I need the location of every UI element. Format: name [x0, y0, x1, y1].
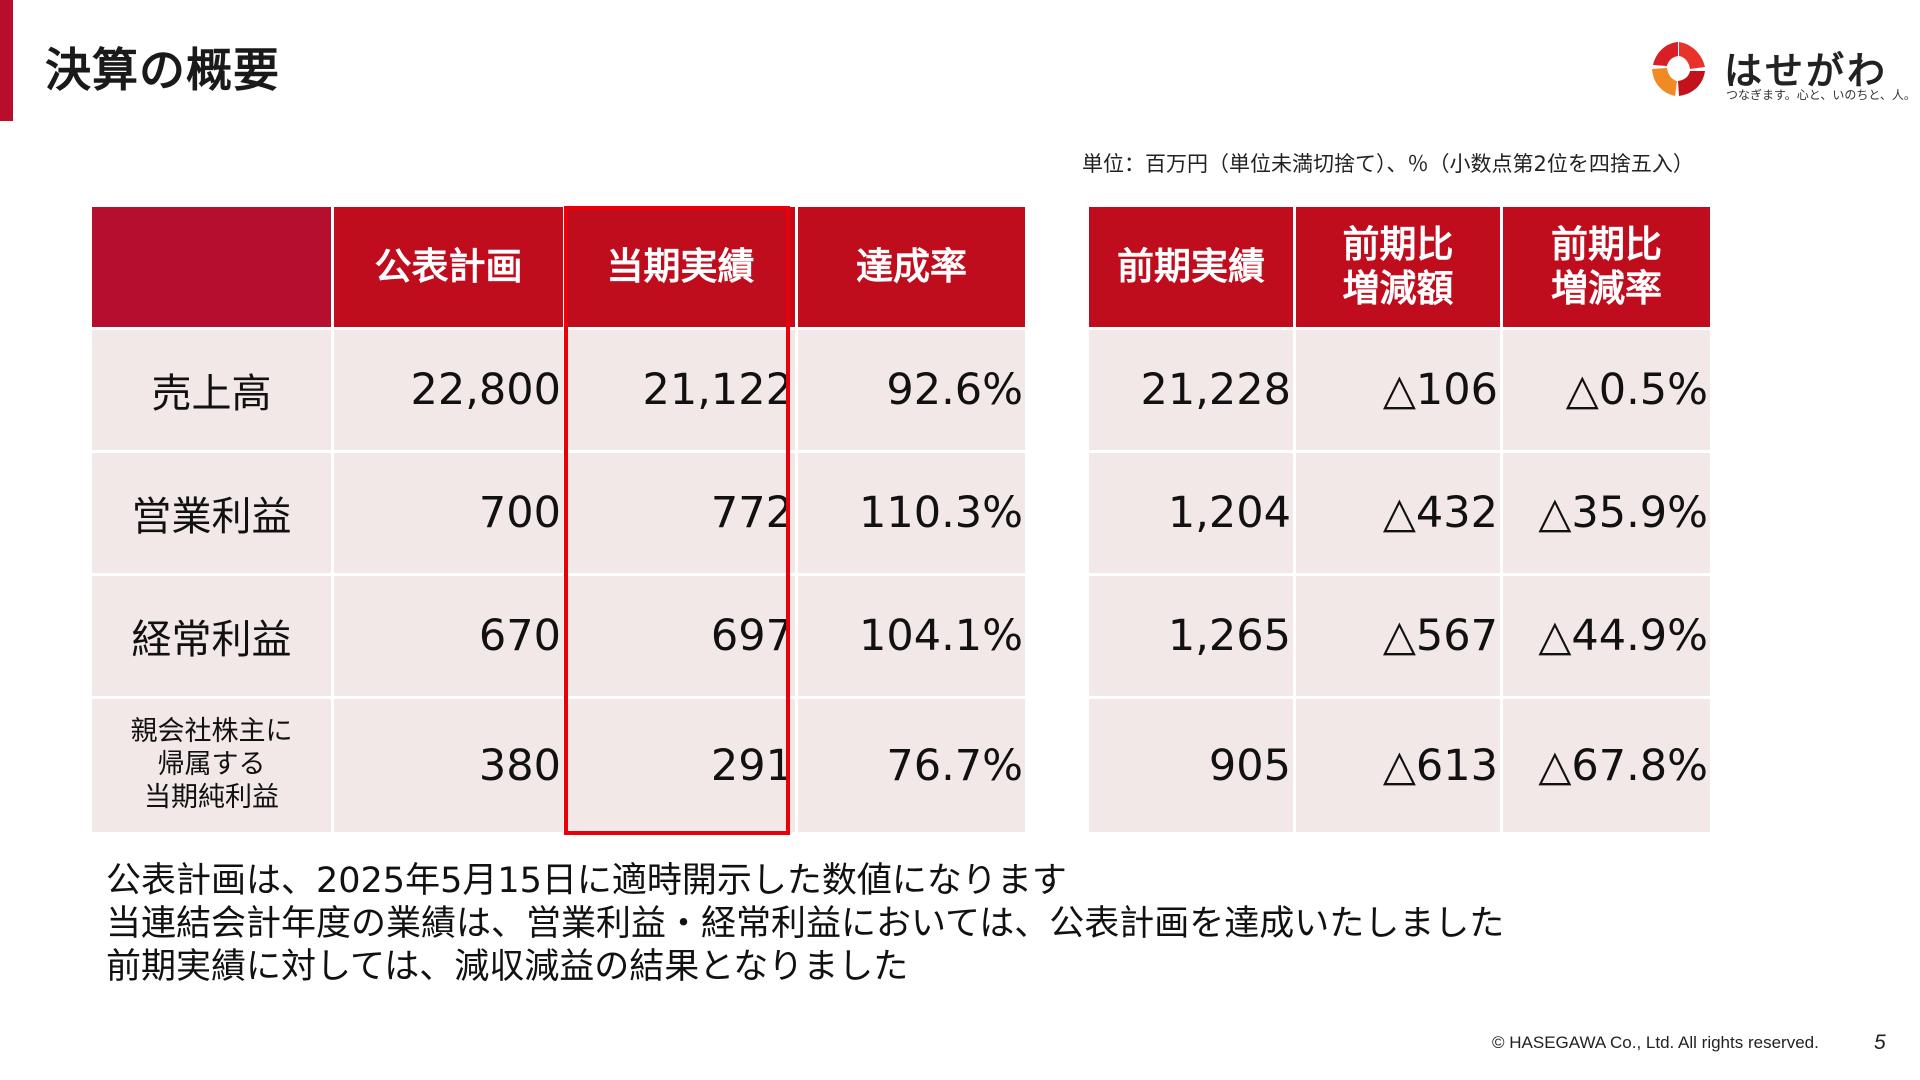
company-logo: はせがわ つなぎます。心と、いのちと、人。: [1648, 38, 1916, 108]
results-table: 公表計画 当期実績 達成率 売上高 22,800 21,122 92.6% 営業…: [92, 207, 1025, 835]
diff-rate-value: △67.8%: [1503, 699, 1710, 835]
header-prev-actual: 前期実績: [1089, 207, 1296, 330]
table-row: 1,204 △432 △35.9%: [1089, 453, 1710, 576]
copyright: © HASEGAWA Co., Ltd. All rights reserved…: [1492, 1033, 1819, 1052]
page-number: 5: [1874, 1031, 1886, 1054]
table-row: 1,265 △567 △44.9%: [1089, 576, 1710, 699]
diff-rate-value: △0.5%: [1503, 330, 1710, 453]
plan-value: 670: [334, 576, 566, 699]
header-diff-rate: 前期比 増減率: [1503, 207, 1710, 330]
header-line: 前期比: [1342, 223, 1454, 267]
comparison-table: 前期実績 前期比 増減額 前期比 増減率 21,228 △106 △0.5% 1…: [1089, 207, 1710, 835]
rate-value: 104.1%: [798, 576, 1025, 699]
actual-value: 21,122: [566, 330, 798, 453]
table-row: 営業利益 700 772 110.3%: [92, 453, 1025, 576]
rate-value: 76.7%: [798, 699, 1025, 835]
actual-value: 291: [566, 699, 798, 835]
row-label-line: 帰属する: [157, 749, 266, 781]
table-header-row: 前期実績 前期比 増減額 前期比 増減率: [1089, 207, 1710, 330]
plan-value: 22,800: [334, 330, 566, 453]
unit-note: 単位：百万円（単位未満切捨て）、％（小数点第2位を四捨五入）: [1082, 152, 1694, 176]
diff-value: △613: [1296, 699, 1503, 835]
note-line: 前期実績に対しては、減収減益の結果となりました: [106, 947, 909, 988]
actual-value: 697: [566, 576, 798, 699]
table-row: 売上高 22,800 21,122 92.6%: [92, 330, 1025, 453]
page-title: 決算の概要: [45, 43, 280, 97]
header-blank-cell: [92, 207, 334, 330]
diff-value: △106: [1296, 330, 1503, 453]
title-accent-bar: [0, 0, 13, 121]
row-label: 親会社株主に 帰属する 当期純利益: [92, 699, 334, 835]
row-label: 営業利益: [92, 453, 334, 576]
diff-rate-value: △44.9%: [1503, 576, 1710, 699]
header-line: 増減額: [1342, 267, 1454, 310]
note-line: 公表計画は、2025年5月15日に適時開示した数値になります: [106, 861, 1067, 901]
row-label-line: 当期純利益: [144, 781, 279, 813]
table-row: 親会社株主に 帰属する 当期純利益 380 291 76.7%: [92, 699, 1025, 835]
rate-value: 110.3%: [798, 453, 1025, 576]
row-label: 経常利益: [92, 576, 334, 699]
row-label: 売上高: [92, 330, 334, 453]
actual-value: 772: [566, 453, 798, 576]
table-row: 経常利益 670 697 104.1%: [92, 576, 1025, 699]
prev-value: 1,204: [1089, 453, 1296, 576]
logo-tagline: つなぎます。心と、いのちと、人。: [1726, 88, 1916, 102]
rate-value: 92.6%: [798, 330, 1025, 453]
diff-value: △567: [1296, 576, 1503, 699]
logo-mark-icon: [1650, 40, 1708, 98]
diff-rate-value: △35.9%: [1503, 453, 1710, 576]
notes: 公表計画は、2025年5月15日に適時開示した数値になります 当連結会計年度の業…: [106, 860, 1504, 989]
header-achievement-rate: 達成率: [798, 207, 1025, 330]
logo-name: はせがわ: [1724, 49, 1889, 93]
diff-value: △432: [1296, 453, 1503, 576]
header-line: 前期比: [1551, 223, 1662, 267]
row-label-line: 親会社株主に: [130, 716, 293, 748]
header-diff-amount: 前期比 増減額: [1296, 207, 1503, 330]
plan-value: 380: [334, 699, 566, 835]
header-plan: 公表計画: [334, 207, 566, 330]
prev-value: 21,228: [1089, 330, 1296, 453]
header-line: 増減率: [1551, 267, 1662, 310]
table-row: 21,228 △106 △0.5%: [1089, 330, 1710, 453]
plan-value: 700: [334, 453, 566, 576]
table-row: 905 △613 △67.8%: [1089, 699, 1710, 835]
header-line: 前期実績: [1117, 245, 1265, 289]
prev-value: 905: [1089, 699, 1296, 835]
header-actual: 当期実績: [566, 207, 798, 330]
table-header-row: 公表計画 当期実績 達成率: [92, 207, 1025, 330]
note-line: 当連結会計年度の業績は、営業利益・経常利益においては、公表計画を達成いたしました: [106, 904, 1505, 945]
prev-value: 1,265: [1089, 576, 1296, 699]
